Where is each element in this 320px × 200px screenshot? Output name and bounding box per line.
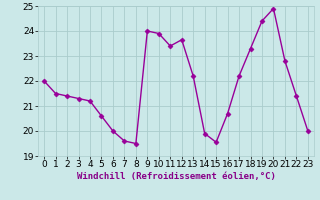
X-axis label: Windchill (Refroidissement éolien,°C): Windchill (Refroidissement éolien,°C) (76, 172, 276, 181)
